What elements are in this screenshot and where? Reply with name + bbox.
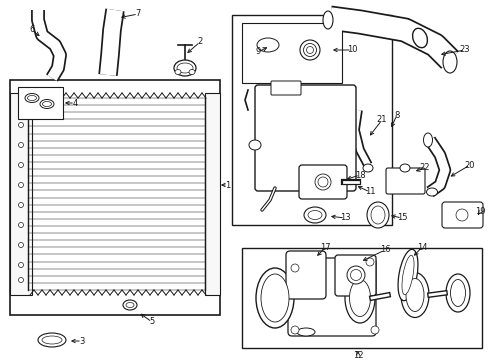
Ellipse shape <box>42 336 62 344</box>
Ellipse shape <box>323 11 332 29</box>
Bar <box>204 93 220 295</box>
Text: 4: 4 <box>72 99 78 108</box>
Ellipse shape <box>296 328 314 336</box>
Bar <box>18 87 63 119</box>
FancyBboxPatch shape <box>285 251 325 299</box>
Ellipse shape <box>174 60 196 76</box>
Ellipse shape <box>442 51 456 73</box>
Ellipse shape <box>349 279 370 316</box>
Ellipse shape <box>399 164 409 172</box>
Circle shape <box>19 183 23 188</box>
Circle shape <box>365 258 373 266</box>
Ellipse shape <box>370 206 384 224</box>
Text: 20: 20 <box>464 161 474 170</box>
Ellipse shape <box>123 300 137 310</box>
Circle shape <box>19 143 23 148</box>
Circle shape <box>19 108 23 112</box>
Ellipse shape <box>306 46 313 54</box>
Circle shape <box>19 278 23 283</box>
Text: 1: 1 <box>225 180 230 189</box>
FancyBboxPatch shape <box>287 258 375 336</box>
Ellipse shape <box>362 164 372 172</box>
Bar <box>10 80 220 315</box>
Text: 10: 10 <box>346 45 357 54</box>
Ellipse shape <box>400 273 428 318</box>
Ellipse shape <box>177 63 193 73</box>
Ellipse shape <box>366 202 388 228</box>
Ellipse shape <box>40 99 54 108</box>
Text: 16: 16 <box>379 246 389 255</box>
Ellipse shape <box>314 174 330 190</box>
Text: 19: 19 <box>474 207 484 216</box>
Bar <box>10 93 32 295</box>
Ellipse shape <box>426 188 437 196</box>
Ellipse shape <box>257 38 279 52</box>
Ellipse shape <box>449 279 465 306</box>
Ellipse shape <box>401 255 413 295</box>
Ellipse shape <box>455 209 467 221</box>
Circle shape <box>370 326 378 334</box>
Ellipse shape <box>307 211 321 220</box>
Ellipse shape <box>303 44 316 57</box>
Bar <box>242 23 341 83</box>
Ellipse shape <box>248 140 261 150</box>
Ellipse shape <box>261 274 288 322</box>
Circle shape <box>19 222 23 228</box>
Circle shape <box>19 262 23 267</box>
Circle shape <box>290 326 298 334</box>
Ellipse shape <box>126 302 134 307</box>
Ellipse shape <box>405 279 423 311</box>
Text: 8: 8 <box>393 111 399 120</box>
Circle shape <box>19 162 23 167</box>
FancyBboxPatch shape <box>254 85 355 191</box>
Text: 3: 3 <box>79 337 84 346</box>
Circle shape <box>19 243 23 248</box>
Text: 2: 2 <box>197 37 202 46</box>
Text: 6: 6 <box>29 26 35 35</box>
Text: 9: 9 <box>255 48 260 57</box>
Text: 21: 21 <box>376 116 386 125</box>
Ellipse shape <box>317 177 327 187</box>
Text: 23: 23 <box>459 45 469 54</box>
Ellipse shape <box>27 95 37 100</box>
Ellipse shape <box>299 40 319 60</box>
Ellipse shape <box>304 207 325 223</box>
Bar <box>242 248 481 348</box>
Text: 7: 7 <box>135 9 141 18</box>
Circle shape <box>19 122 23 127</box>
Text: 13: 13 <box>339 213 349 222</box>
Ellipse shape <box>397 249 417 301</box>
Text: 22: 22 <box>419 163 429 172</box>
Circle shape <box>19 202 23 207</box>
Ellipse shape <box>350 270 361 280</box>
Ellipse shape <box>445 274 469 312</box>
Ellipse shape <box>346 266 364 284</box>
Ellipse shape <box>25 94 39 103</box>
Text: 17: 17 <box>319 243 329 252</box>
FancyBboxPatch shape <box>334 255 375 296</box>
Text: 15: 15 <box>396 213 407 222</box>
FancyBboxPatch shape <box>270 81 301 95</box>
Text: 14: 14 <box>416 243 427 252</box>
Ellipse shape <box>423 133 431 147</box>
Ellipse shape <box>189 69 195 75</box>
Ellipse shape <box>345 273 374 323</box>
Ellipse shape <box>42 102 51 107</box>
FancyBboxPatch shape <box>298 165 346 199</box>
Bar <box>231 15 391 225</box>
Ellipse shape <box>256 268 293 328</box>
Text: 18: 18 <box>354 171 365 180</box>
Text: 5: 5 <box>149 318 154 327</box>
Text: 12: 12 <box>352 351 363 360</box>
FancyBboxPatch shape <box>441 202 482 228</box>
FancyBboxPatch shape <box>385 168 424 194</box>
Ellipse shape <box>38 333 66 347</box>
Ellipse shape <box>412 28 427 48</box>
Circle shape <box>290 264 298 272</box>
Text: 11: 11 <box>364 188 374 197</box>
Ellipse shape <box>175 69 181 75</box>
